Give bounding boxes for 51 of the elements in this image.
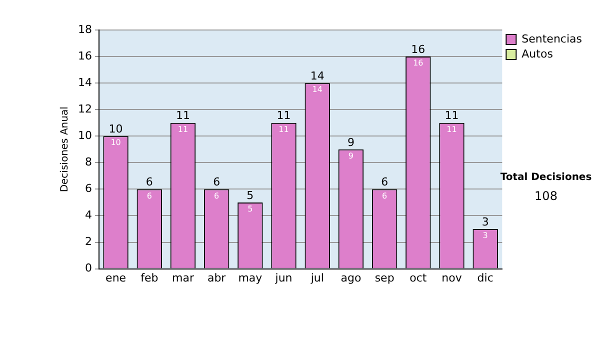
x-tick-label: abr (207, 271, 226, 284)
data-label: 3 (482, 231, 488, 240)
text: 108 (534, 189, 558, 203)
total-label: 11 (444, 109, 459, 122)
total-label: 10 (108, 122, 123, 136)
total-label: 9 (347, 136, 354, 149)
legend-label: Sentencias (522, 32, 582, 46)
data-label: 5 (248, 204, 253, 214)
x-tick-label: mar (172, 271, 194, 284)
y-tick-label: 10 (78, 128, 92, 142)
y-tick-label: 16 (78, 49, 92, 62)
y-tick-label: 14 (78, 76, 92, 89)
data-label: 6 (146, 191, 152, 200)
total-label: 6 (381, 176, 388, 189)
y-tick-label: 12 (78, 102, 92, 116)
data-label: 9 (348, 151, 354, 160)
x-tick-label: oct (410, 271, 428, 284)
total-label: 11 (276, 109, 291, 122)
y-tick-label: 0 (84, 262, 92, 275)
total-label: 16 (411, 42, 426, 56)
total-label: 3 (482, 215, 489, 228)
data-label: 14 (312, 85, 322, 94)
total-label: 6 (146, 176, 153, 189)
total-label: 14 (310, 69, 324, 82)
x-tick-label: jul (310, 271, 324, 284)
x-tick-label: feb (140, 271, 158, 284)
x-tick-label: may (238, 271, 263, 284)
legend-label: Autos (522, 47, 554, 60)
data-label: 6 (382, 191, 388, 200)
data-label: 11 (278, 124, 289, 134)
y-tick-label: 8 (84, 156, 92, 169)
annotation: Total Decisiones (499, 172, 593, 183)
y-tick-label: 4 (84, 208, 92, 222)
y-tick-label: 2 (84, 235, 92, 248)
total-label: 6 (213, 176, 220, 189)
total-label: 5 (246, 188, 254, 202)
x-tick-label: sep (374, 271, 394, 284)
x-tick-label: nov (442, 271, 462, 284)
y-tick-label: 18 (78, 22, 92, 36)
data-label: 10 (110, 138, 121, 148)
x-tick-label: ago (340, 271, 362, 284)
data-label: 11 (178, 124, 188, 134)
y-tick-label: 6 (84, 182, 92, 196)
data-label: 11 (446, 124, 457, 134)
data-label: 6 (214, 191, 220, 200)
y-axis-title: Decisiones Anual (60, 106, 71, 192)
x-tick-label: dic (477, 271, 494, 284)
data-label: 16 (413, 58, 424, 68)
total-label: 11 (176, 109, 190, 122)
x-tick-label: ene (106, 271, 126, 284)
x-tick-label: jun (274, 271, 292, 284)
